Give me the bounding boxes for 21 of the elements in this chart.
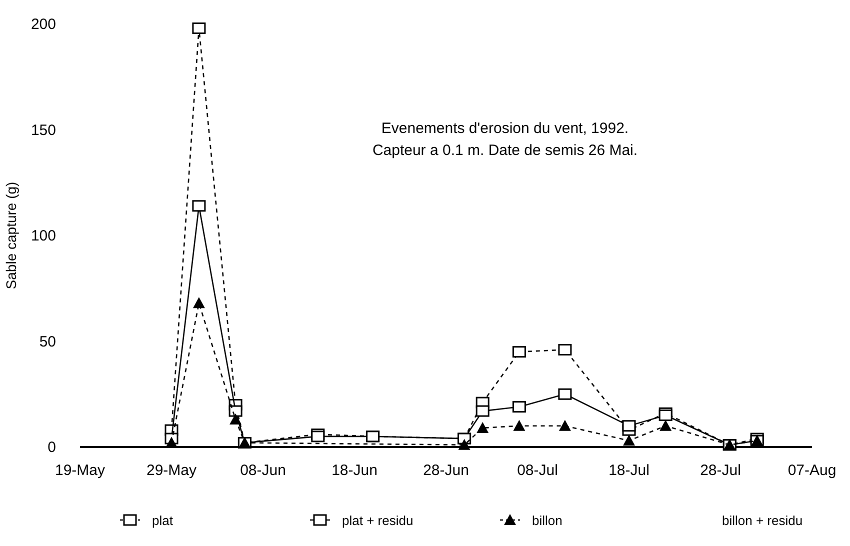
y-axis-title: Sable capture (g) (3, 182, 19, 290)
legend-label: plat + residu (342, 513, 414, 528)
x-tick-label: 28-Jun (423, 462, 469, 479)
y-tick-label: 100 (30, 228, 56, 244)
x-tick-label: 07-Aug (788, 462, 836, 479)
x-tick-label: 19-May (54, 462, 106, 479)
x-tick-label: 18-Jul (608, 462, 650, 479)
x-tick-label: 08-Jun (240, 462, 286, 479)
y-tick-label: 200 (30, 16, 56, 33)
y-tick-label: 0 (48, 439, 56, 456)
y-tick-label: 150 (30, 122, 56, 139)
x-tick-label: 18-Jun (332, 462, 378, 479)
legend-label: billon + residu (722, 513, 803, 528)
annotation: Evenements d'erosion du vent, 1992. (381, 120, 629, 137)
x-tick-label: 08-Jul (517, 462, 558, 479)
x-tick-label: 28-Jul (700, 462, 741, 479)
y-tick-label: 50 (39, 333, 56, 350)
annotation: Capteur a 0.1 m. Date de semis 26 Mai. (372, 142, 638, 159)
legend-label: billon (532, 513, 562, 528)
legend-label: plat (152, 513, 174, 528)
x-tick-label: 29-May (146, 462, 197, 479)
